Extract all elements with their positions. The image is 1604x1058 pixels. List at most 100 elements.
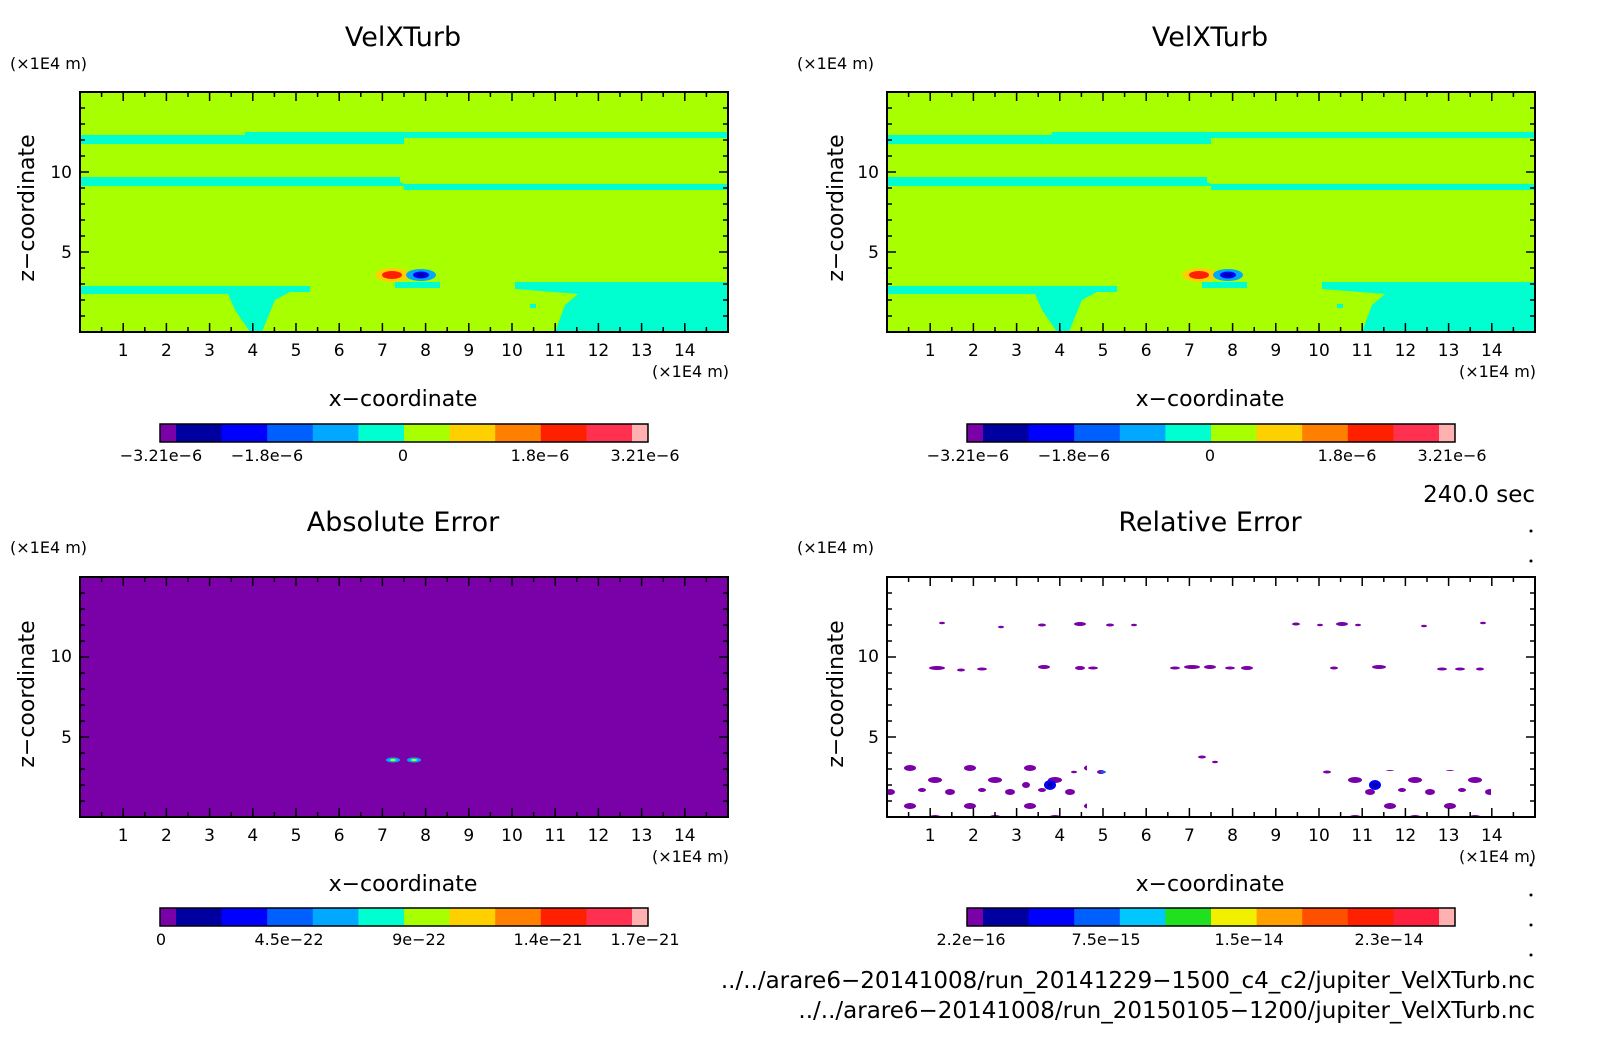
x-tick-label: 8 — [1227, 341, 1238, 361]
x-tick-label: 12 — [588, 826, 610, 846]
x-tick-label: 9 — [1270, 826, 1281, 846]
x-tick-label: 5 — [1098, 826, 1109, 846]
colorbar-segment — [176, 908, 223, 926]
colorbar-labels: −3.21e−6 −1.8e−6 0 1.8e−6 3.21e−6 — [927, 446, 1487, 465]
y-tick-label: 5 — [868, 243, 879, 263]
y-unit-label: (×1E4 m) — [10, 54, 87, 73]
colorbar-frame — [966, 907, 1456, 927]
colorbar-labels: −3.21e−6 −1.8e−6 0 1.8e−6 3.21e−6 — [120, 446, 680, 465]
colorbar-segment — [176, 424, 223, 442]
x-tick-label: 9 — [463, 341, 474, 361]
colorbar-segment — [1211, 424, 1258, 442]
panel-title: VelXTurb — [1152, 22, 1268, 53]
colorbar-label: −3.21e−6 — [120, 446, 202, 465]
panel-title: VelXTurb — [345, 22, 461, 53]
colorbar-frame — [966, 423, 1456, 443]
colorbar-segment — [358, 908, 405, 926]
x-tick-label: 8 — [420, 826, 431, 846]
colorbar-label: 7.5e−15 — [1071, 930, 1140, 949]
colorbar-label: 1.5e−14 — [1214, 930, 1283, 949]
colorbar-segment — [1347, 424, 1394, 442]
x-tick-label: 1 — [118, 341, 129, 361]
colorbar-segment — [358, 424, 405, 442]
colorbar-segment — [1165, 908, 1212, 926]
colorbar-segment — [312, 424, 359, 442]
file-path-1: ../../arare6−20141008/run_20141229−1500_… — [721, 968, 1535, 994]
x-tick-label: 4 — [1054, 826, 1065, 846]
y-ticks: 5 10 — [857, 576, 1535, 818]
x-tick-label: 13 — [631, 826, 653, 846]
colorbar-segment — [495, 908, 542, 926]
colorbar-label: 1.8e−6 — [511, 446, 570, 465]
x-tick-label: 12 — [1395, 826, 1417, 846]
x-axis-label: x−coordinate — [329, 387, 478, 412]
colorbar-segment — [160, 908, 177, 926]
colorbar-segment — [1119, 424, 1166, 442]
colorbar-segment — [267, 424, 314, 442]
colorbar-segment — [1028, 424, 1075, 442]
colorbar-segment — [312, 908, 359, 926]
x-tick-label: 12 — [1395, 341, 1417, 361]
colorbar-segment — [967, 424, 984, 442]
colorbar-segment — [221, 424, 268, 442]
x-tick-label: 13 — [1438, 826, 1460, 846]
plot-field — [80, 577, 728, 817]
x-tick-label: 11 — [1351, 341, 1373, 361]
x-tick-label: 8 — [420, 341, 431, 361]
panel-title: Absolute Error — [307, 507, 500, 538]
colorbar-label: 2.2e−16 — [936, 930, 1005, 949]
colorbar — [159, 907, 649, 927]
x-tick-label: 9 — [463, 826, 474, 846]
x-tick-label: 5 — [291, 826, 302, 846]
x-tick-label: 14 — [1481, 341, 1503, 361]
colorbar-segment — [160, 424, 177, 442]
time-label: 240.0 sec — [1423, 482, 1535, 508]
x-tick-label: 7 — [377, 826, 388, 846]
x-tick-label: 3 — [204, 826, 215, 846]
colorbar-segment — [1302, 908, 1349, 926]
colorbar-segment — [632, 424, 649, 442]
x-tick-label: 6 — [334, 341, 345, 361]
x-tick-label: 5 — [1098, 341, 1109, 361]
colorbar-segment — [983, 908, 1030, 926]
colorbar-segment — [1439, 908, 1456, 926]
x-tick-label: 12 — [588, 341, 610, 361]
y-tick-label: 5 — [61, 243, 72, 263]
x-tick-label: 2 — [161, 341, 172, 361]
y-tick-label: 10 — [50, 647, 72, 667]
x-tick-label: 7 — [1184, 341, 1195, 361]
colorbar-segment — [1211, 908, 1258, 926]
x-tick-label: 11 — [544, 341, 566, 361]
plot-field — [80, 92, 728, 332]
x-tick-label: 2 — [161, 826, 172, 846]
colorbar-segment — [1393, 908, 1440, 926]
x-tick-label: 5 — [291, 341, 302, 361]
colorbar-segment — [449, 424, 496, 442]
panel-relative-error: Relative Error (×1E4 m) z−coordinate — [797, 507, 1536, 949]
x-axis-label: x−coordinate — [1136, 872, 1285, 897]
x-tick-label: 6 — [1141, 826, 1152, 846]
x-tick-label: 7 — [1184, 826, 1195, 846]
x-ticks: 1 2 3 4 5 6 7 8 9 10 11 12 13 14 — [886, 577, 1536, 846]
colorbar-segment — [1256, 424, 1303, 442]
colorbar-segment — [1393, 424, 1440, 442]
file-path-2: ../../arare6−20141008/run_20150105−1200/… — [798, 998, 1535, 1024]
y-axis-label: z−coordinate — [15, 620, 40, 767]
y-ticks: 5 10 — [50, 91, 728, 333]
colorbar — [966, 423, 1456, 443]
y-unit-label: (×1E4 m) — [797, 54, 874, 73]
colorbar-segment — [404, 908, 451, 926]
colorbar-labels: 0 4.5e−22 9e−22 1.4e−21 1.7e−21 — [156, 930, 680, 949]
x-tick-label: 10 — [1308, 341, 1330, 361]
y-unit-label: (×1E4 m) — [10, 538, 87, 557]
x-tick-label: 13 — [631, 341, 653, 361]
y-tick-label: 10 — [50, 163, 72, 183]
y-axis-label: z−coordinate — [824, 134, 849, 281]
colorbar — [966, 907, 1456, 927]
panel-title: Relative Error — [1118, 507, 1302, 538]
x-tick-label: 1 — [925, 341, 936, 361]
